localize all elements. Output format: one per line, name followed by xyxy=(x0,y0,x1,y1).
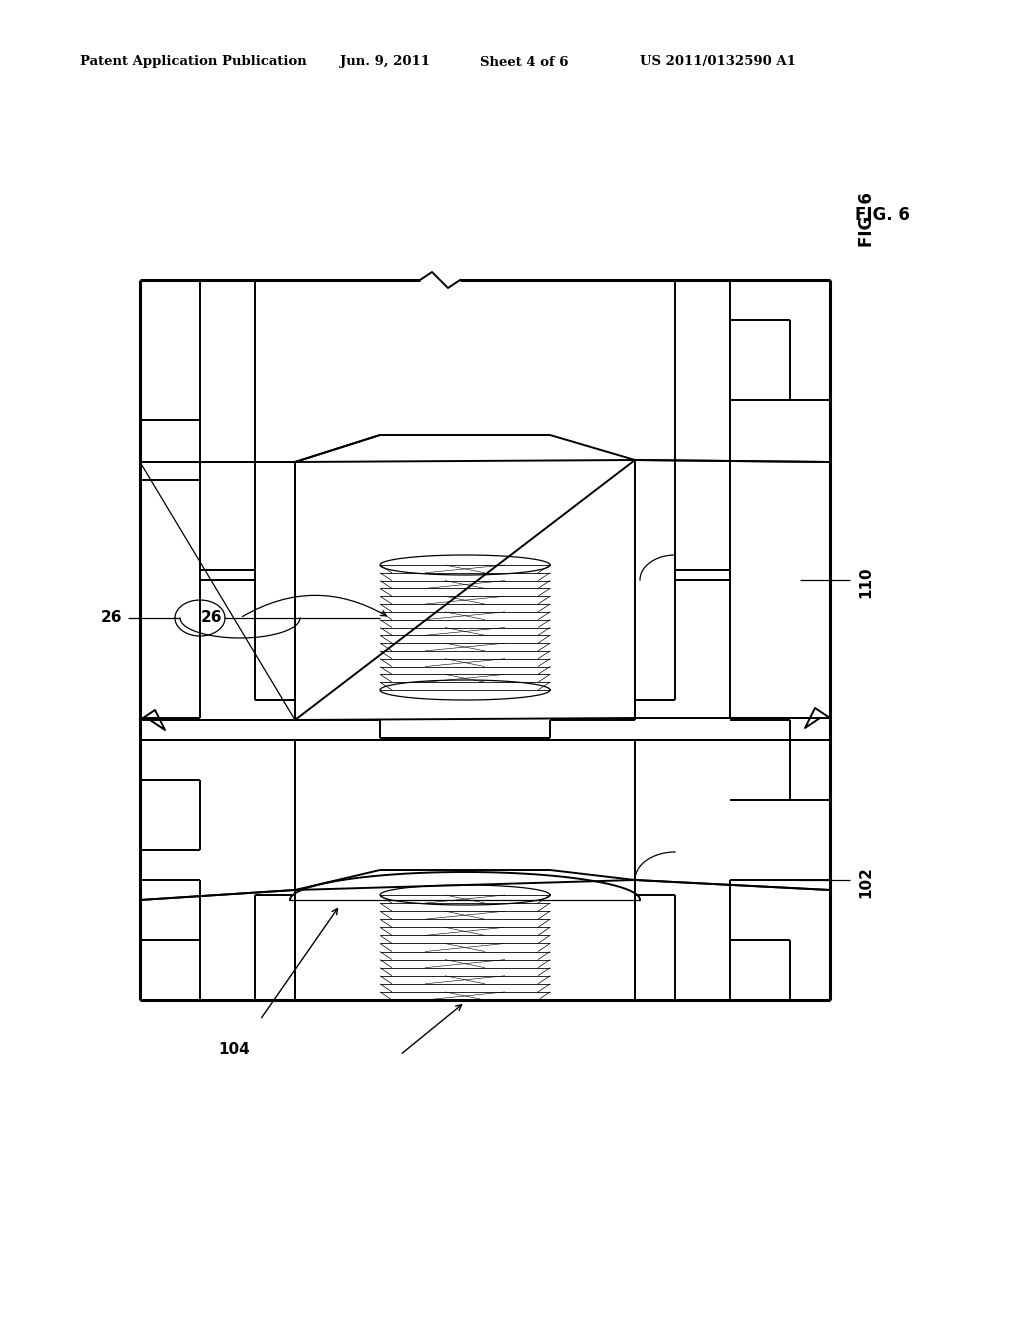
Text: 104: 104 xyxy=(218,1043,250,1057)
Text: US 2011/0132590 A1: US 2011/0132590 A1 xyxy=(640,55,796,69)
Text: 26: 26 xyxy=(201,610,222,626)
Text: FIG. 6: FIG. 6 xyxy=(855,206,910,224)
Polygon shape xyxy=(295,459,635,719)
Text: FIG. 6: FIG. 6 xyxy=(858,193,876,247)
Polygon shape xyxy=(140,741,295,900)
Polygon shape xyxy=(635,741,830,890)
Text: Sheet 4 of 6: Sheet 4 of 6 xyxy=(480,55,568,69)
Text: 102: 102 xyxy=(858,866,873,898)
Polygon shape xyxy=(140,462,295,719)
Polygon shape xyxy=(295,741,635,890)
Text: Jun. 9, 2011: Jun. 9, 2011 xyxy=(340,55,430,69)
Text: 26: 26 xyxy=(100,610,122,626)
Text: Patent Application Publication: Patent Application Publication xyxy=(80,55,307,69)
Polygon shape xyxy=(635,459,830,718)
Text: 110: 110 xyxy=(858,566,873,598)
